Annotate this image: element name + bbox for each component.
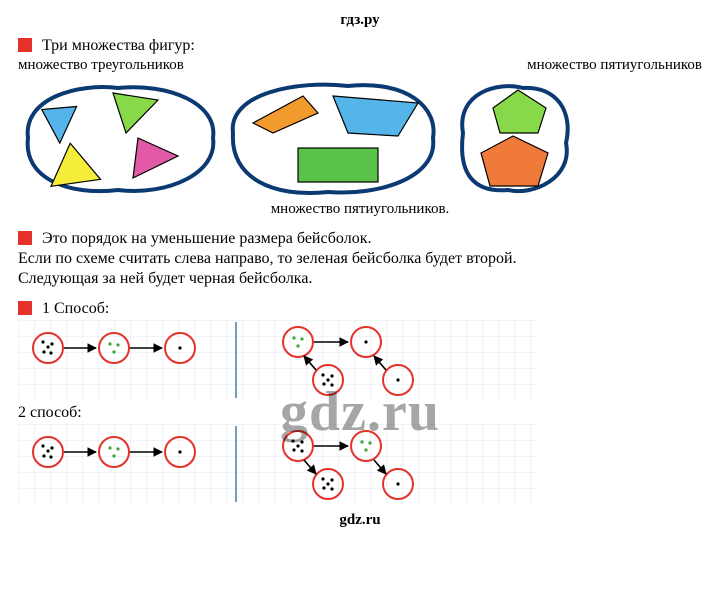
method1-diagram xyxy=(18,320,702,400)
section2-row: Это порядок на уменьшение размера бейсбо… xyxy=(18,230,702,248)
right-caption: множество пятиугольников xyxy=(527,57,702,74)
page-footer: gdz.ru xyxy=(18,512,702,529)
bullet-square-icon xyxy=(18,38,32,52)
method1-label-row: 1 Способ: xyxy=(18,300,702,318)
left-caption: множество треугольников xyxy=(18,57,184,74)
method2-diagram xyxy=(18,424,702,504)
section1-title-row: Три множества фигур: xyxy=(18,37,702,55)
method2-label: 2 способ: xyxy=(18,404,702,422)
section1-title: Три множества фигур: xyxy=(42,37,195,54)
page-header: гдз.ру xyxy=(18,12,702,29)
bullet-square-icon xyxy=(18,301,32,315)
section2-l1: Это порядок на уменьшение размера бейсбо… xyxy=(42,230,371,247)
shape-sets-diagram xyxy=(18,78,702,203)
section2-l2: Если по схеме считать слева направо, то … xyxy=(18,250,702,268)
bottom-caption: множество пятиугольников. xyxy=(18,201,702,218)
section2-l3: Следующая за ней будет черная бейсболка. xyxy=(18,270,702,288)
bullet-square-icon xyxy=(18,231,32,245)
captions-top: множество треугольников множество пятиуг… xyxy=(18,57,702,74)
method1-label: 1 Способ: xyxy=(42,300,109,317)
